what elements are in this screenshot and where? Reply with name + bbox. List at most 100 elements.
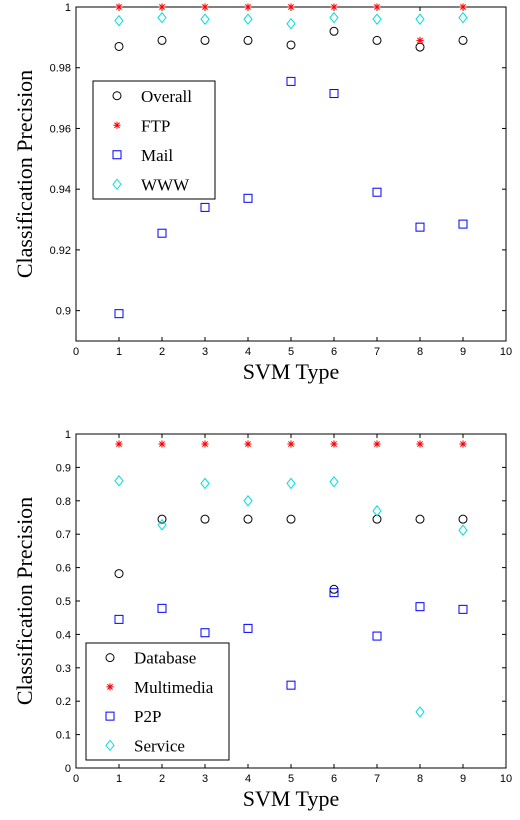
data-point-database (244, 515, 252, 523)
data-point-p2p (158, 604, 166, 612)
legend-label-www: WWW (141, 175, 190, 194)
data-point-ftp (287, 3, 294, 10)
data-point-mail (373, 188, 381, 196)
series-ftp (115, 3, 466, 44)
data-point-www (115, 16, 123, 26)
x-tick-label: 9 (460, 346, 466, 358)
data-point-ftp (158, 3, 165, 10)
data-point-www (201, 14, 209, 24)
y-tick-label: 0.1 (56, 730, 71, 742)
data-point-www (416, 14, 424, 24)
x-tick-label: 0 (73, 346, 79, 358)
data-point-ftp (416, 37, 423, 44)
legend-label-multimedia: Multimedia (134, 678, 214, 697)
x-tick-label: 10 (500, 773, 512, 785)
data-point-service (287, 478, 295, 488)
data-point-database (201, 515, 209, 523)
data-point-multimedia (416, 440, 423, 447)
data-point-service (244, 496, 252, 506)
x-tick-label: 0 (73, 773, 79, 785)
data-point-mail (201, 203, 209, 211)
x-tick-label: 7 (374, 346, 380, 358)
data-point-service (373, 506, 381, 516)
x-tick-label: 8 (417, 773, 423, 785)
x-tick-label: 5 (288, 346, 294, 358)
data-point-www (244, 14, 252, 24)
x-axis-title: SVM Type (243, 786, 339, 811)
y-tick-label: 0.5 (56, 596, 71, 608)
data-point-p2p (244, 624, 252, 632)
x-tick-label: 10 (500, 346, 512, 358)
x-tick-label: 6 (331, 346, 337, 358)
chart-application-precision: 0 1 2 3 4 5 6 7 8 9 10 0 0.1 0.2 0.3 0.4 0.5 0.6 0.7 0.8 0.9… (12, 429, 512, 811)
data-point-p2p (287, 681, 295, 689)
data-point-p2p (201, 629, 209, 637)
data-point-ftp (115, 3, 122, 10)
data-point-mail (244, 194, 252, 202)
data-point-mail (287, 77, 295, 85)
data-point-mail (459, 220, 467, 228)
data-point-p2p (416, 603, 424, 611)
x-tick-label: 6 (331, 773, 337, 785)
data-point-service (416, 707, 424, 717)
y-tick-label: 1 (65, 429, 71, 441)
data-point-database (459, 515, 467, 523)
series-database (115, 515, 467, 593)
data-point-ftp (373, 3, 380, 10)
data-point-www (373, 14, 381, 24)
data-point-overall (459, 36, 467, 44)
data-point-mail (158, 229, 166, 237)
data-point-multimedia (459, 440, 466, 447)
y-tick-label: 0.92 (50, 245, 71, 257)
data-point-database (416, 515, 424, 523)
data-point-service (115, 476, 123, 486)
data-point-overall (373, 36, 381, 44)
legend-marker-multimedia (106, 683, 113, 690)
x-tick-label: 3 (202, 346, 208, 358)
data-point-overall (158, 36, 166, 44)
data-point-multimedia (287, 440, 294, 447)
legend-label-mail: Mail (141, 146, 173, 165)
series-multimedia (115, 440, 466, 447)
y-tick-label: 0.7 (56, 529, 71, 541)
y-tick-label: 0.3 (56, 663, 71, 675)
chart-overall-precision: 0 1 2 3 4 5 6 7 8 9 10 0.9 0.92 0.94 0.96 0.98 1 SVM Type… (12, 2, 512, 384)
y-axis-title: Classification Precision (12, 70, 37, 278)
data-point-mail (115, 310, 123, 318)
x-tick-label: 5 (288, 773, 294, 785)
y-tick-label: 0 (65, 763, 71, 775)
x-tick-label: 2 (159, 346, 165, 358)
data-point-overall (115, 42, 123, 50)
data-point-ftp (201, 3, 208, 10)
series-www (115, 13, 467, 29)
x-tick-label: 1 (116, 346, 122, 358)
data-point-overall (287, 41, 295, 49)
data-point-overall (416, 43, 424, 51)
data-point-ftp (330, 3, 337, 10)
x-tick-label: 2 (159, 773, 165, 785)
y-tick-label: 0.9 (56, 306, 71, 318)
data-point-www (287, 19, 295, 29)
data-point-overall (201, 36, 209, 44)
y-tick-label: 0.2 (56, 696, 71, 708)
legend-label-service: Service (134, 736, 185, 755)
series-overall (115, 27, 467, 51)
y-tick-label: 0.96 (50, 123, 71, 135)
data-point-ftp (459, 3, 466, 10)
y-tick-label: 0.6 (56, 563, 71, 575)
data-point-overall (244, 36, 252, 44)
data-point-multimedia (373, 440, 380, 447)
data-point-multimedia (115, 440, 122, 447)
x-tick-label: 1 (116, 773, 122, 785)
data-point-p2p (115, 615, 123, 623)
data-point-www (459, 13, 467, 23)
x-tick-label: 9 (460, 773, 466, 785)
legend: OverallFTPMailWWW (93, 81, 215, 199)
x-tick-label: 4 (245, 773, 251, 785)
legend-label-database: Database (134, 649, 196, 668)
data-point-overall (330, 27, 338, 35)
y-axis-title: Classification Precision (12, 497, 37, 705)
data-point-service (330, 477, 338, 487)
data-point-database (330, 585, 338, 593)
